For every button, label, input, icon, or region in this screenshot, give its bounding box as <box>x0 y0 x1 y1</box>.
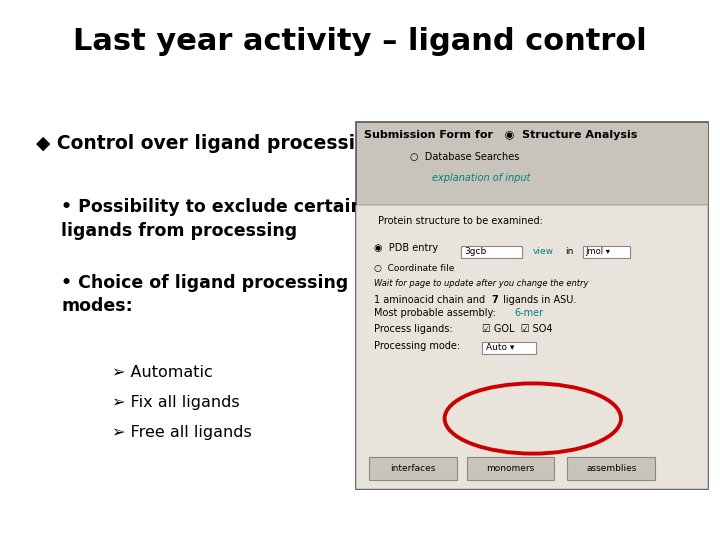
Text: ☑ GOL  ☑ SO4: ☑ GOL ☑ SO4 <box>482 325 553 334</box>
Text: Wait for page to update after you change the entry: Wait for page to update after you change… <box>374 279 589 288</box>
Text: Submission Form for   ◉  Structure Analysis: Submission Form for ◉ Structure Analysis <box>364 130 637 140</box>
Text: ◉  PDB entry: ◉ PDB entry <box>374 244 438 253</box>
Text: ➢ Free all ligands: ➢ Free all ligands <box>112 424 251 440</box>
Text: Auto ▾: Auto ▾ <box>486 343 514 352</box>
Text: 6-mer: 6-mer <box>515 308 544 318</box>
FancyBboxPatch shape <box>467 457 554 480</box>
Text: Protein structure to be examined:: Protein structure to be examined: <box>378 217 543 226</box>
Text: ligands in ASU.: ligands in ASU. <box>500 295 577 305</box>
Text: Last year activity – ligand control: Last year activity – ligand control <box>73 27 647 56</box>
Text: monomers: monomers <box>486 464 535 473</box>
Text: Process ligands:: Process ligands: <box>374 325 453 334</box>
FancyBboxPatch shape <box>482 342 536 354</box>
Text: Processing mode:: Processing mode: <box>374 341 461 350</box>
FancyBboxPatch shape <box>461 246 522 258</box>
Text: interfaces: interfaces <box>390 464 436 473</box>
Text: ○  Database Searches: ○ Database Searches <box>410 152 520 161</box>
Text: assemblies: assemblies <box>586 464 636 473</box>
Text: view: view <box>533 247 554 256</box>
Text: ○  Coordinate file: ○ Coordinate file <box>374 264 455 273</box>
FancyBboxPatch shape <box>356 122 708 489</box>
FancyBboxPatch shape <box>356 122 708 205</box>
Text: ➢ Automatic: ➢ Automatic <box>112 365 212 380</box>
Text: • Choice of ligand processing
modes:: • Choice of ligand processing modes: <box>61 273 348 315</box>
Text: 3gcb: 3gcb <box>464 247 487 256</box>
FancyBboxPatch shape <box>583 246 630 258</box>
FancyBboxPatch shape <box>356 205 708 489</box>
FancyBboxPatch shape <box>567 457 655 480</box>
FancyBboxPatch shape <box>369 457 457 480</box>
Text: 7: 7 <box>491 295 498 305</box>
Text: ◆ Control over ligand processing:: ◆ Control over ligand processing: <box>36 133 390 153</box>
Text: explanation of input: explanation of input <box>432 173 531 183</box>
Text: ➢ Fix all ligands: ➢ Fix all ligands <box>112 395 239 410</box>
Text: Most probable assembly:: Most probable assembly: <box>374 308 499 318</box>
Text: • Possibility to exclude certain
ligands from processing: • Possibility to exclude certain ligands… <box>61 198 363 240</box>
Text: Jmol ▾: Jmol ▾ <box>585 247 611 256</box>
Text: in: in <box>565 247 574 256</box>
Text: 1 aminoacid chain and: 1 aminoacid chain and <box>374 295 489 305</box>
